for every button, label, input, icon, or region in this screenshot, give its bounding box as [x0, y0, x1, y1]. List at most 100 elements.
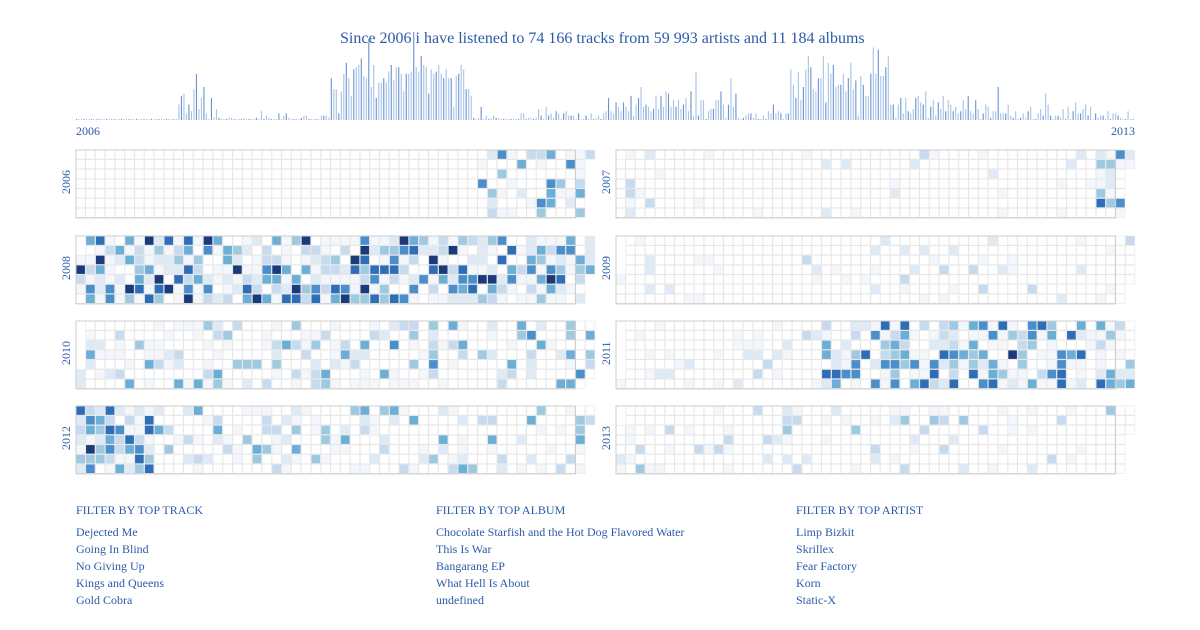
day-cell	[193, 340, 204, 350]
day-cell	[359, 340, 370, 350]
day-cell	[880, 434, 891, 445]
filter-item[interactable]: Static-X	[796, 593, 836, 607]
day-cell	[85, 255, 96, 265]
day-cell	[242, 330, 253, 341]
day-cell	[850, 149, 861, 160]
day-cell	[85, 235, 96, 246]
day-cell	[438, 169, 449, 179]
filter-item[interactable]: What Hell Is About	[436, 576, 530, 590]
timeline-bar	[473, 117, 475, 120]
day-cell	[890, 188, 900, 199]
day-cell	[212, 378, 223, 389]
day-cell	[252, 245, 262, 256]
filter-item[interactable]: Fear Factory	[796, 559, 857, 573]
day-cell	[890, 235, 900, 246]
day-cell	[232, 359, 243, 370]
filter-item[interactable]: undefined	[436, 593, 484, 607]
timeline-bar	[468, 89, 470, 120]
day-cell	[772, 349, 783, 360]
filter-item[interactable]: Kings and Queens	[76, 576, 164, 590]
day-cell	[645, 178, 655, 189]
day-cell	[438, 293, 449, 304]
day-cell	[134, 178, 145, 189]
day-cell	[1076, 159, 1087, 170]
day-cell	[457, 245, 468, 256]
day-cell	[713, 264, 724, 275]
filter-item[interactable]: Chocolate Starfish and the Hot Dog Flavo…	[436, 525, 685, 539]
timeline-bar	[1125, 119, 1127, 120]
day-cell	[85, 378, 96, 389]
day-cell	[645, 264, 655, 275]
day-cell	[516, 264, 527, 275]
filter-item[interactable]: Korn	[796, 576, 821, 590]
timeline-bar	[1035, 119, 1037, 120]
timeline-bar	[125, 119, 128, 120]
day-cell	[733, 159, 744, 170]
day-cell	[359, 320, 370, 331]
day-cell	[703, 444, 714, 455]
day-cell	[1027, 245, 1038, 256]
calendar-year-label: 2007	[599, 170, 613, 194]
day-cell	[664, 245, 675, 256]
day-cell	[457, 149, 468, 160]
timeline-bar	[922, 104, 924, 120]
day-cell	[694, 169, 704, 179]
day-cell	[899, 434, 910, 445]
day-cell	[369, 235, 380, 246]
day-cell	[477, 255, 488, 265]
day-cell	[733, 330, 744, 341]
day-cell	[105, 235, 115, 246]
day-cell	[203, 434, 213, 445]
day-cell	[105, 245, 115, 256]
day-cell	[183, 434, 194, 445]
day-cell	[841, 434, 851, 445]
day-cell	[1007, 340, 1018, 350]
day-cell	[733, 349, 744, 360]
day-cell	[1027, 444, 1038, 455]
day-cell	[694, 405, 704, 416]
filter-item[interactable]: No Giving Up	[76, 559, 145, 573]
timeline-bar	[1000, 113, 1002, 120]
day-cell	[831, 207, 842, 218]
day-cell	[85, 159, 96, 170]
timeline-bar	[603, 113, 605, 120]
day-cell	[310, 330, 321, 341]
filter-item[interactable]: This Is War	[436, 542, 492, 556]
day-cell	[792, 149, 802, 160]
day-cell	[899, 255, 910, 265]
day-cell	[75, 284, 86, 294]
day-cell	[203, 454, 213, 464]
filter-item[interactable]: Bangarang EP	[436, 559, 505, 573]
filter-item[interactable]: Going In Blind	[76, 542, 149, 556]
day-cell	[870, 188, 881, 199]
day-cell	[821, 245, 832, 256]
day-cell	[124, 340, 135, 350]
day-cell	[674, 198, 685, 208]
filter-item[interactable]: Limp Bizkit	[796, 525, 855, 539]
day-cell	[124, 444, 135, 455]
day-cell	[782, 159, 793, 170]
day-cell	[124, 207, 135, 218]
day-cell	[418, 284, 429, 294]
day-cell	[105, 198, 115, 208]
day-cell	[792, 207, 802, 218]
day-cell	[703, 415, 714, 426]
day-cell	[1046, 178, 1057, 189]
timeline-bar	[682, 104, 685, 120]
day-cell	[723, 463, 734, 474]
filter-item[interactable]: Skrillex	[796, 542, 834, 556]
filter-item[interactable]: Gold Cobra	[76, 593, 133, 607]
day-cell	[448, 454, 458, 464]
day-cell	[134, 293, 145, 304]
day-cell	[310, 454, 321, 464]
day-cell	[762, 369, 773, 379]
filter-item[interactable]: Dejected Me	[76, 525, 138, 539]
day-cell	[1125, 264, 1136, 275]
day-cell	[379, 415, 390, 426]
day-cell	[575, 235, 586, 246]
day-cell	[585, 405, 596, 416]
timeline-bar	[80, 119, 83, 120]
timeline-bar	[855, 80, 857, 120]
day-cell	[635, 235, 646, 246]
day-cell	[565, 178, 576, 189]
